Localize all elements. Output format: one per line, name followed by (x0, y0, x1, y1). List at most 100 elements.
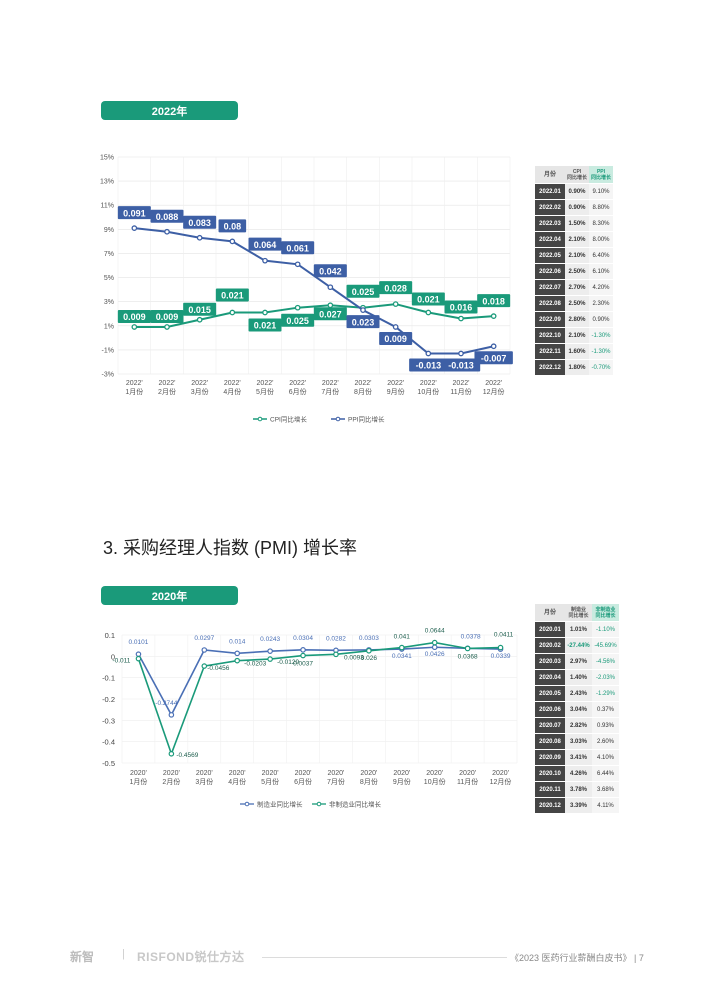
cpi-label-box (183, 302, 217, 316)
cpi-label-box (281, 313, 315, 327)
non-manufacturing-data-label: -0.0129 (277, 659, 299, 666)
month-cell: 2022.02 (535, 200, 565, 215)
legend-swatch-marker (335, 416, 341, 422)
table-header-row: 月份 CPI 同比增长 PPI 同比增长 (535, 166, 613, 183)
value-cell: 2.30% (589, 296, 613, 311)
value-cell: 2.97% (565, 654, 592, 669)
y-tick-label: -0.4 (102, 738, 115, 747)
data-point (294, 304, 301, 311)
x-tick-label-month: 3月份 (195, 777, 213, 786)
data-point (135, 651, 142, 657)
data-point (164, 324, 170, 330)
data-point (201, 663, 208, 669)
value-cell: -4.56% (592, 654, 619, 669)
legend-swatch-marker (244, 801, 250, 807)
data-point (262, 257, 268, 264)
data-point (267, 656, 273, 662)
value-cell: 6.40% (589, 248, 613, 263)
data-point (398, 644, 405, 651)
manufacturing-data-label: 0.0304 (293, 635, 313, 642)
table-row: 2022.12 1.80% -0.70% (535, 360, 613, 375)
cpi-label-box (379, 281, 413, 295)
month-cell: 2022.10 (535, 328, 565, 343)
value-cell: 2.10% (565, 248, 589, 263)
ppi-data-label: -0.013 (416, 361, 442, 371)
x-tick-label-year: 2022' (485, 380, 502, 387)
table-row: 2022.03 1.50% 8.30% (535, 216, 613, 231)
data-point (262, 309, 268, 316)
value-cell: 3.39% (565, 798, 592, 813)
value-cell: -1.30% (589, 344, 613, 359)
y-tick-label: 11% (101, 203, 115, 210)
month-cell: 2022.07 (535, 280, 565, 295)
data-point (431, 639, 438, 646)
table-row: 2022.05 2.10% 6.40% (535, 248, 613, 263)
manufacturing-data-label: 0.0339 (491, 653, 511, 660)
month-cell: 2020.05 (535, 686, 565, 701)
non-manufacturing-data-label: -0.0203 (244, 661, 266, 668)
year-badge-2020: 2020年 (101, 586, 238, 605)
value-cell: 4.20% (589, 280, 613, 295)
manufacturing-data-label: 0.0243 (260, 636, 280, 643)
y-tick-label: 0.1 (105, 631, 115, 640)
value-cell: -27.44% (565, 638, 592, 653)
x-tick-label-year: 2022' (387, 380, 404, 387)
risfond-logo: RISFOND锐仕方达 (137, 950, 245, 964)
value-cell: 0.90% (589, 312, 613, 327)
table-row: 2020.08 3.03% 2.60% (535, 734, 619, 749)
table-row: 2022.07 2.70% 4.20% (535, 280, 613, 295)
non-manufacturing-data-label: -0.011 (112, 658, 130, 665)
data-point (234, 650, 241, 657)
value-cell: 2.60% (592, 734, 619, 749)
cpi-ppi-table: 月份 CPI 同比增长 PPI 同比增长 2022.01 0.90% 9.10% 2022.02… (535, 165, 613, 376)
data-point (201, 647, 208, 653)
x-tick-label-year: 2020' (163, 770, 180, 777)
ppi-data-label: -0.007 (481, 353, 507, 363)
month-cell: 2020.08 (535, 734, 565, 749)
month-cell: 2022.12 (535, 360, 565, 375)
manufacturing-data-label: 0.0101 (129, 639, 149, 646)
data-point (234, 657, 241, 664)
value-cell: 2.43% (565, 686, 592, 701)
cpi-label-box (444, 300, 478, 314)
x-tick-label-year: 2020' (426, 770, 443, 777)
data-point (168, 751, 175, 757)
data-point (490, 343, 497, 350)
x-tick-label-year: 2020' (295, 770, 312, 777)
data-point (458, 315, 464, 322)
y-tick-label: -1% (102, 347, 114, 354)
table-row: 2020.11 3.78% 3.68% (535, 782, 619, 797)
data-point (327, 302, 334, 309)
table-row: 2020.07 2.82% 0.93% (535, 718, 619, 733)
series-line-non-manufacturing (137, 641, 501, 757)
legend-swatch-marker (316, 801, 322, 807)
non-manufacturing-data-label: 0.0037 (293, 661, 313, 668)
month-cell: 2020.03 (535, 654, 565, 669)
footer-separator: | (122, 948, 125, 960)
value-cell: 1.01% (565, 622, 592, 637)
table-row: 2020.09 3.41% 4.10% (535, 750, 619, 765)
x-tick-label-month: 11月份 (450, 387, 471, 396)
cpi-label-box (477, 294, 511, 308)
x-tick-label-month: 6月份 (294, 777, 312, 786)
data-point (360, 307, 366, 313)
x-tick-label-month: 1月份 (130, 777, 148, 786)
x-tick-label-month: 4月份 (228, 777, 246, 786)
data-point (300, 647, 306, 653)
table-header-cell: 非制造业 同比增长 (592, 604, 619, 621)
cpi-ppi-line-chart: 15%13%11%9%7%5%3%1%-1%-3%2022'1月份2022'2月… (100, 155, 513, 424)
x-tick-label-month: 3月份 (191, 387, 209, 396)
non-manufacturing-data-label: 0.041 (394, 634, 411, 641)
y-tick-label: 13% (100, 179, 114, 186)
legend-label: 制造业同比增长 (257, 800, 303, 809)
data-point (164, 228, 170, 235)
ppi-label-box (474, 351, 513, 365)
table-row: 2020.03 2.97% -4.56% (535, 654, 619, 669)
value-cell: 2.70% (565, 280, 589, 295)
data-point (294, 261, 301, 268)
year-badge-2022: 2022年 (101, 101, 238, 120)
ppi-label-box (248, 237, 282, 251)
data-point (229, 309, 236, 316)
data-point (425, 350, 432, 357)
x-tick-label-month: 2月份 (162, 777, 180, 786)
